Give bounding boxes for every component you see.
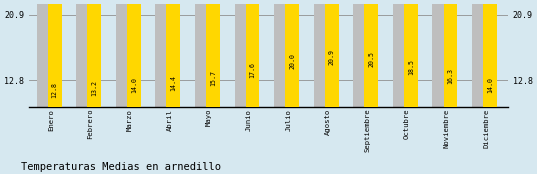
Text: Temperaturas Medias en arnedillo: Temperaturas Medias en arnedillo bbox=[21, 162, 221, 172]
Text: 20.5: 20.5 bbox=[368, 51, 374, 67]
Bar bbox=[472, 0, 486, 107]
Bar bbox=[285, 0, 299, 107]
Bar bbox=[245, 0, 259, 107]
Bar bbox=[314, 0, 328, 107]
Bar bbox=[206, 0, 220, 107]
Bar bbox=[127, 0, 141, 107]
Text: 16.3: 16.3 bbox=[447, 68, 453, 84]
Bar bbox=[37, 3, 50, 107]
Text: 13.2: 13.2 bbox=[91, 80, 97, 96]
Bar bbox=[432, 0, 446, 107]
Bar bbox=[365, 0, 378, 107]
Bar bbox=[48, 3, 62, 107]
Text: 20.0: 20.0 bbox=[289, 53, 295, 69]
Text: 14.4: 14.4 bbox=[170, 75, 176, 91]
Text: 15.7: 15.7 bbox=[210, 70, 216, 86]
Bar bbox=[166, 0, 180, 107]
Bar bbox=[274, 0, 288, 107]
Bar bbox=[353, 0, 367, 107]
Bar bbox=[325, 0, 339, 107]
Bar bbox=[88, 0, 101, 107]
Bar bbox=[444, 0, 458, 107]
Text: 17.6: 17.6 bbox=[250, 62, 256, 78]
Text: 18.5: 18.5 bbox=[408, 59, 414, 75]
Bar bbox=[76, 0, 90, 107]
Bar bbox=[404, 0, 418, 107]
Text: 14.0: 14.0 bbox=[131, 77, 137, 93]
Bar bbox=[116, 0, 129, 107]
Bar bbox=[235, 0, 249, 107]
Bar bbox=[155, 0, 169, 107]
Text: 12.8: 12.8 bbox=[52, 82, 57, 98]
Text: 20.9: 20.9 bbox=[329, 49, 335, 65]
Bar bbox=[483, 0, 497, 107]
Text: 14.0: 14.0 bbox=[487, 77, 493, 93]
Bar bbox=[195, 0, 209, 107]
Bar bbox=[393, 0, 407, 107]
